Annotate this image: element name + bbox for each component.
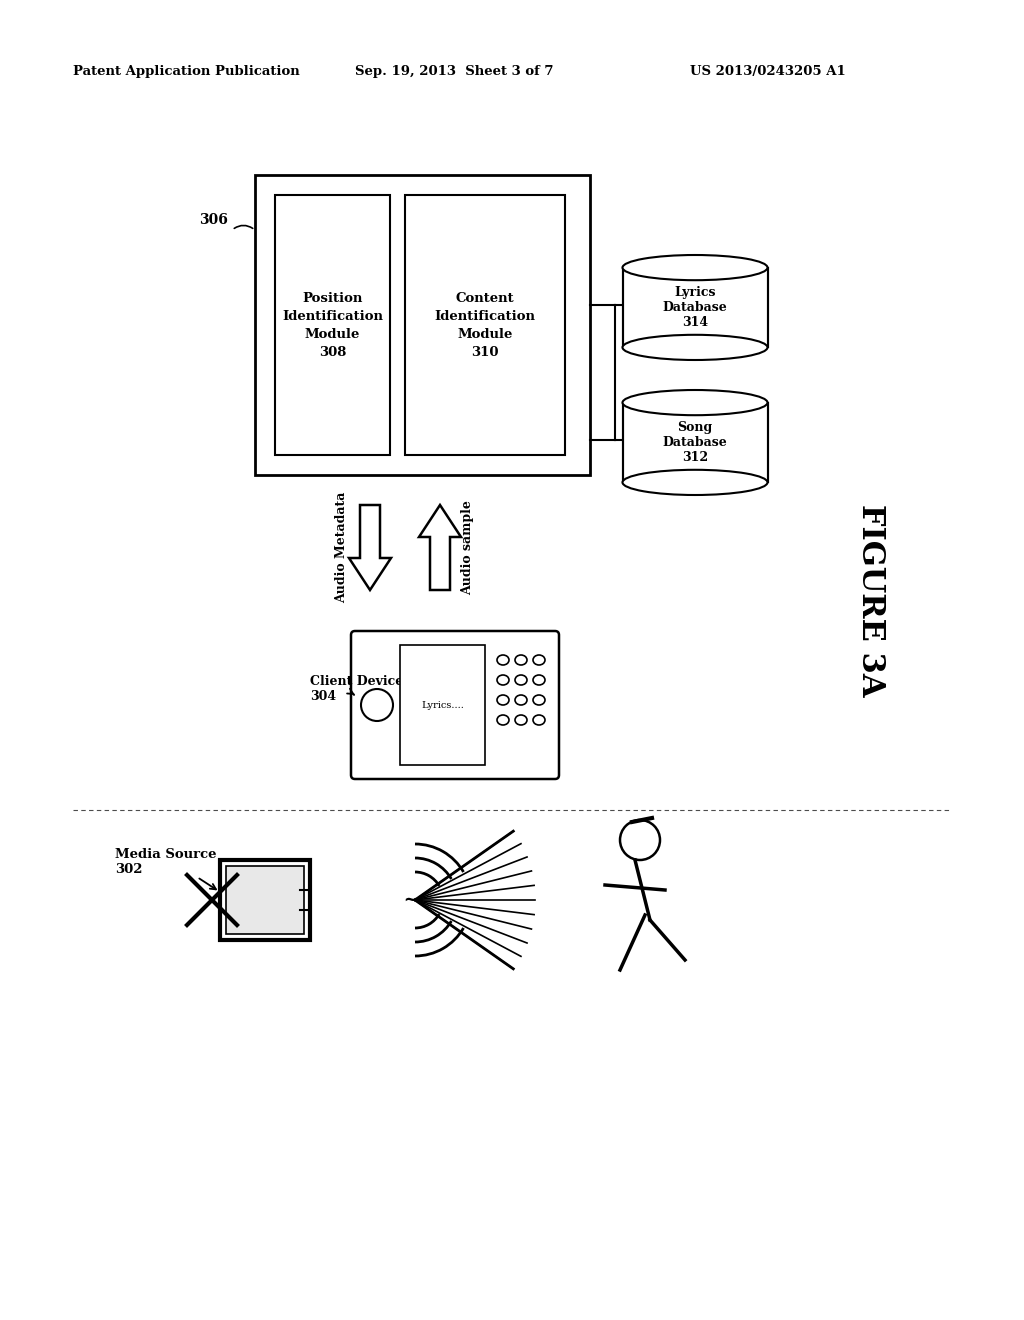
Ellipse shape	[515, 675, 527, 685]
Text: ~: ~	[403, 891, 417, 909]
Ellipse shape	[534, 696, 545, 705]
Ellipse shape	[497, 715, 509, 725]
Text: US 2013/0243205 A1: US 2013/0243205 A1	[690, 66, 846, 78]
Polygon shape	[349, 506, 391, 590]
FancyBboxPatch shape	[351, 631, 559, 779]
Text: Song
Database
312: Song Database 312	[663, 421, 727, 465]
Bar	[623, 268, 768, 347]
Text: Sep. 19, 2013  Sheet 3 of 7: Sep. 19, 2013 Sheet 3 of 7	[355, 66, 554, 78]
Bar	[623, 403, 768, 482]
Ellipse shape	[515, 696, 527, 705]
Text: Content
Identification
Module
310: Content Identification Module 310	[434, 292, 536, 359]
Text: Position
Identification
Module
308: Position Identification Module 308	[282, 292, 383, 359]
Ellipse shape	[497, 696, 509, 705]
Ellipse shape	[534, 655, 545, 665]
Ellipse shape	[623, 470, 768, 495]
Circle shape	[361, 689, 393, 721]
Text: 306: 306	[199, 213, 228, 227]
Text: FIGURE 3A: FIGURE 3A	[854, 504, 886, 696]
Ellipse shape	[623, 255, 768, 280]
Bar	[275, 195, 390, 455]
Ellipse shape	[623, 335, 768, 360]
Text: Media Source
302: Media Source 302	[115, 847, 216, 876]
Ellipse shape	[497, 655, 509, 665]
Bar	[406, 195, 565, 455]
Text: Audio Metadata: Audio Metadata	[336, 492, 348, 603]
Text: Lyrics
Database
314: Lyrics Database 314	[663, 286, 727, 329]
Polygon shape	[419, 506, 461, 590]
Text: Lyrics....: Lyrics....	[421, 701, 464, 710]
Ellipse shape	[515, 715, 527, 725]
Ellipse shape	[497, 675, 509, 685]
Text: Audio sample: Audio sample	[462, 500, 474, 595]
Ellipse shape	[515, 655, 527, 665]
Ellipse shape	[534, 715, 545, 725]
Ellipse shape	[534, 675, 545, 685]
Circle shape	[620, 820, 660, 861]
Bar	[400, 645, 485, 766]
Bar	[255, 176, 590, 475]
Bar	[220, 861, 310, 940]
Text: Client Device
304: Client Device 304	[310, 675, 403, 704]
Ellipse shape	[623, 389, 768, 416]
Text: Patent Application Publication: Patent Application Publication	[73, 66, 300, 78]
Bar	[226, 866, 304, 935]
